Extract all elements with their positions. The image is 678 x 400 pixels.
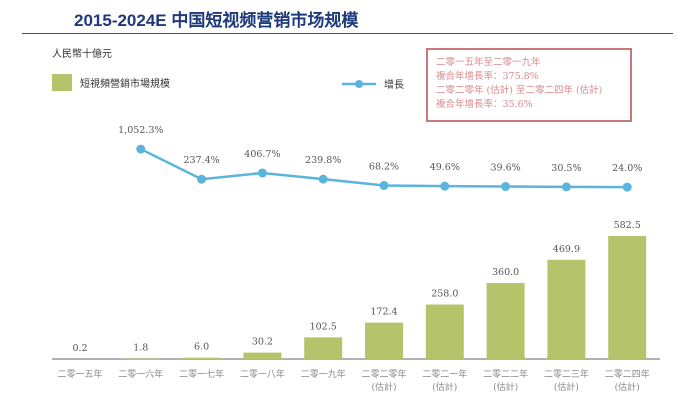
growth-point xyxy=(257,168,267,178)
bar xyxy=(608,236,647,359)
x-tick-label: (估計) xyxy=(493,381,518,393)
legend-line: 增長 xyxy=(342,76,404,91)
growth-point xyxy=(501,182,511,192)
growth-point xyxy=(318,174,328,184)
bar-label: 258.0 xyxy=(431,289,458,300)
growth-label: 237.4% xyxy=(183,155,219,166)
bar-label: 0.2 xyxy=(72,343,87,354)
title-divider xyxy=(22,33,673,34)
x-tick-label: 二零二二年 xyxy=(483,368,528,380)
bar-label: 469.9 xyxy=(553,244,580,255)
x-tick-label: 二零一七年 xyxy=(179,368,224,380)
bar-label: 1.8 xyxy=(133,343,148,354)
x-tick-label: 二零二四年 xyxy=(605,368,650,380)
x-tick-label: (估計) xyxy=(554,381,579,393)
x-tick-label: 二零一五年 xyxy=(57,368,102,380)
growth-label: 24.0% xyxy=(612,163,642,174)
bar xyxy=(365,322,403,359)
cagr-period-1: 二零一五年至二零一九年 xyxy=(436,57,541,68)
growth-label: 68.2% xyxy=(369,161,399,172)
growth-point xyxy=(197,174,207,184)
growth-label: 30.5% xyxy=(551,163,581,174)
x-tick-label: 二零一八年 xyxy=(240,368,285,380)
bar-label: 30.2 xyxy=(252,337,273,348)
bar xyxy=(547,259,586,359)
x-tick-label: 二零二三年 xyxy=(544,368,589,380)
legend-bar-label: 短視頻營銷市場規模 xyxy=(80,79,170,90)
bar-label: 102.5 xyxy=(310,321,337,332)
bar-label: 360.0 xyxy=(492,267,519,278)
x-tick-label: (估計) xyxy=(615,381,640,393)
cagr-period-2: 二零二零年 (估計) 至二零二四年 (估計) xyxy=(436,85,603,96)
unit-label: 人民幣十億元 xyxy=(52,49,112,60)
cagr-value-1: 複合年增長率：375.8% xyxy=(436,71,539,82)
cagr-value-2: 複合年增長率：35.6% xyxy=(436,99,533,110)
bar xyxy=(182,357,221,359)
growth-point xyxy=(561,182,571,192)
bar-label: 6.0 xyxy=(194,342,209,353)
legend-line-swatch xyxy=(342,79,376,88)
growth-label: 406.7% xyxy=(244,149,280,160)
x-tick-label: (估計) xyxy=(432,381,457,393)
growth-point xyxy=(440,181,450,191)
growth-label: 39.6% xyxy=(491,163,521,174)
legend-bar-swatch xyxy=(52,74,72,91)
bar xyxy=(425,304,464,359)
growth-label: 239.8% xyxy=(305,155,341,166)
legend-bar: 短視頻營銷市場規模 xyxy=(52,74,170,91)
x-tick-label: (估計) xyxy=(371,381,396,393)
growth-point xyxy=(379,180,389,190)
cagr-box: 二零一五年至二零一九年 複合年增長率：375.8% 二零二零年 (估計) 至二零… xyxy=(426,48,632,122)
growth-label: 1,052.3% xyxy=(118,125,163,136)
x-tick-label: 二零一六年 xyxy=(118,368,163,380)
page-title: 2015-2024E 中国短视频营销市场规模 xyxy=(74,11,359,30)
legend-line-label: 增長 xyxy=(384,80,404,91)
bar xyxy=(486,282,525,359)
bar-label: 582.5 xyxy=(614,220,641,231)
bar-label: 172.4 xyxy=(370,307,397,318)
bar xyxy=(304,337,343,359)
bar xyxy=(243,352,282,359)
x-tick-label: 二零一九年 xyxy=(301,368,346,380)
x-tick-label: 二零二零年 xyxy=(361,368,406,380)
growth-label: 49.6% xyxy=(430,162,460,173)
growth-point xyxy=(622,182,632,192)
x-tick-label: 二零二一年 xyxy=(422,368,467,380)
growth-point xyxy=(136,144,146,154)
